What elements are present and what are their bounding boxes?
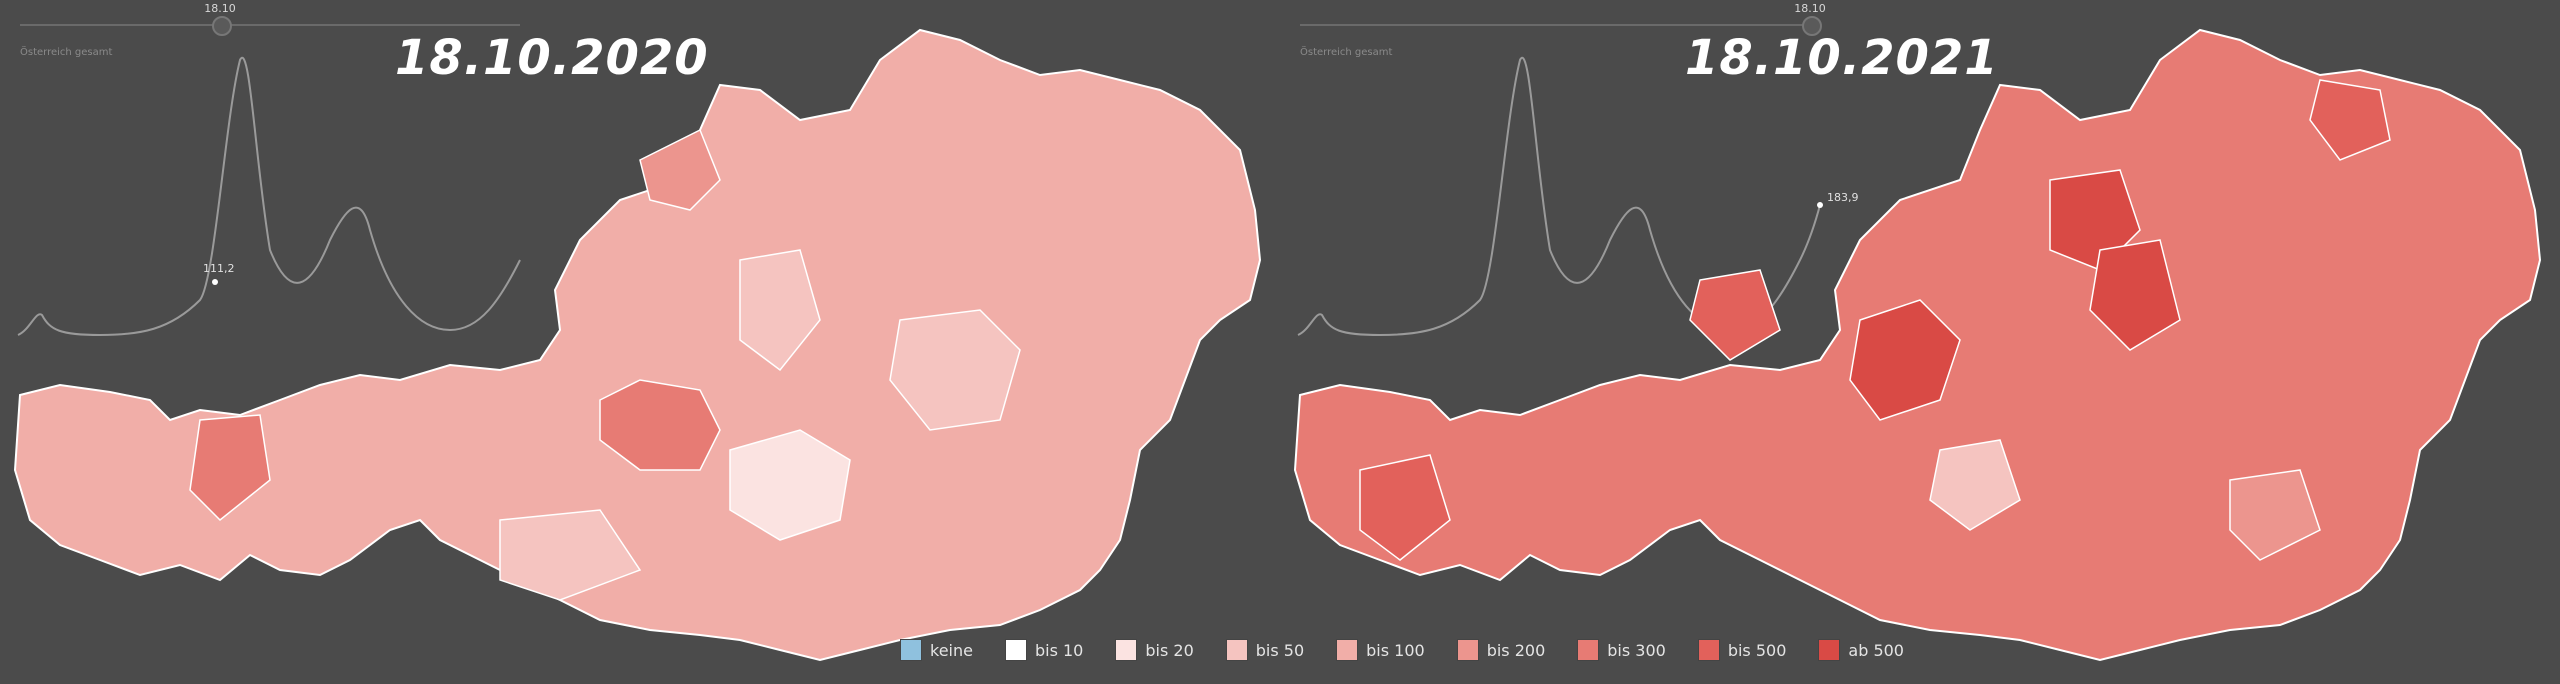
district-2020-e: [639, 128, 721, 211]
legend-label: bis 500: [1727, 640, 1787, 660]
incidence-value-label: 111,2: [203, 262, 235, 275]
legend-item: bis 10: [1004, 639, 1084, 661]
legend-swatch: [1336, 639, 1359, 661]
legend-item: bis 100: [1336, 639, 1425, 661]
legend-swatch: [1697, 639, 1720, 661]
district-2021-h: [2229, 469, 2321, 561]
district-2021-a: [1849, 299, 1961, 421]
legend-swatch: [1004, 639, 1027, 661]
legend-label: ab 500: [1848, 640, 1904, 660]
legend-item: bis 50: [1225, 639, 1305, 661]
legend-item: bis 200: [1456, 639, 1546, 661]
district-2021-e: [1929, 439, 2021, 531]
date-slider-handle-2020[interactable]: [212, 16, 232, 36]
country-label-2020: Österreich gesamt: [20, 47, 113, 58]
legend-swatch: [900, 639, 922, 661]
district-2020-c: [889, 309, 1021, 431]
district-2021-f: [1689, 269, 1781, 361]
slider-date-label-2021: 18.10: [1794, 2, 1826, 15]
incidence-sparkline-2021: 183,9: [1297, 56, 1859, 337]
austria-map-2021: 183,9: [1293, 28, 2542, 662]
incidence-legend: keine bis 10 bis 20 bis 50 bis 100 bis 200 bis…: [900, 636, 1936, 664]
sparkline-current-marker: [212, 279, 218, 285]
legend-item: bis 300: [1577, 639, 1666, 661]
austria-outline-2020: [13, 28, 1262, 662]
district-2021-g: [2309, 79, 2391, 161]
legend-item: ab 500: [1818, 639, 1904, 661]
country-label-2021: Österreich gesamt: [1300, 47, 1393, 58]
austria-map-2020: 111,2: [13, 28, 1262, 662]
district-2021-c: [2089, 239, 2181, 351]
slider-date-label-2020: 18.10: [204, 2, 236, 15]
district-2020-a: [599, 379, 721, 471]
legend-swatch: [1818, 639, 1841, 661]
legend-swatch: [1577, 639, 1600, 661]
legend-label: bis 100: [1366, 640, 1425, 660]
date-slider-handle-2021[interactable]: [1802, 16, 1822, 36]
district-2021-d: [1359, 454, 1451, 561]
legend-swatch: [1456, 639, 1479, 661]
date-slider-track-2021[interactable]: [1300, 24, 1820, 26]
map-panel-2021: 183,9 18.10 Österreich gesamt 18.10.2021: [1280, 0, 2560, 684]
district-2020-f: [739, 249, 821, 372]
date-slider-track-2020[interactable]: [20, 24, 520, 26]
legend-label: bis 20: [1145, 640, 1194, 660]
legend-item: keine: [900, 639, 973, 661]
district-2020-b: [729, 429, 851, 541]
incidence-sparkline: 111,2: [17, 56, 521, 337]
sparkline-current-marker-2021: [1817, 202, 1823, 208]
legend-label: bis 200: [1486, 640, 1546, 660]
legend-label: bis 10: [1034, 640, 1084, 660]
legend-item: bis 500: [1697, 639, 1787, 661]
district-2020-g: [499, 509, 642, 601]
legend-item: bis 20: [1115, 639, 1194, 661]
legend-label: keine: [930, 640, 973, 660]
big-date-2021: 18.10.2021: [1685, 30, 1999, 86]
legend-label: bis 50: [1255, 640, 1305, 660]
district-2020-d: [189, 414, 271, 522]
legend-swatch: [1115, 639, 1138, 661]
incidence-value-label-2021: 183,9: [1827, 191, 1859, 204]
big-date-2020: 18.10.2020: [395, 30, 709, 86]
legend-swatch: [1225, 639, 1248, 661]
map-panel-2020: 111,2 18.10 Österreich gesamt 18.10.2020: [13, 2, 1262, 662]
legend-label: bis 300: [1607, 640, 1666, 660]
